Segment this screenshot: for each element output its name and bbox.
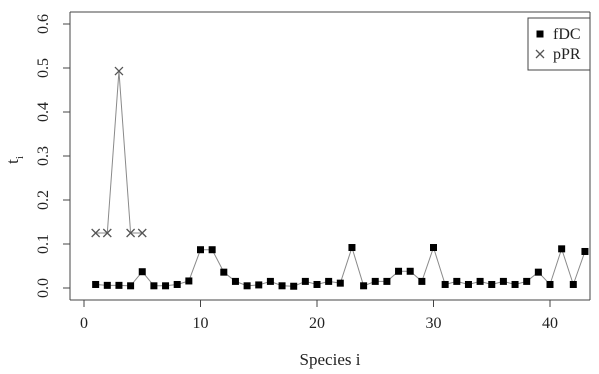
data-point-fdc — [243, 282, 251, 290]
data-point-fdc — [395, 267, 403, 275]
data-point-fdc — [418, 277, 426, 285]
data-point-fdc — [255, 281, 263, 289]
data-point-fdc — [523, 277, 531, 285]
series-ppr — [91, 66, 147, 238]
legend-box — [527, 17, 591, 71]
data-point-fdc — [581, 247, 589, 255]
x-tick-label: 40 — [542, 315, 558, 332]
data-point-ppr — [137, 228, 147, 238]
y-tick-label: 0.2 — [35, 190, 52, 210]
data-point-fdc — [336, 279, 344, 287]
data-point-fdc — [511, 280, 519, 288]
x-axis-ticks: 0 10 20 30 40 — [80, 300, 558, 332]
data-point-fdc — [231, 277, 239, 285]
data-point-fdc — [220, 268, 228, 276]
data-point-fdc — [383, 277, 391, 285]
y-tick-label: 0.3 — [35, 146, 52, 166]
y-tick-label: 0.0 — [35, 278, 52, 298]
data-point-fdc — [546, 280, 554, 288]
data-point-fdc — [127, 282, 135, 290]
data-point-fdc — [290, 282, 298, 290]
y-axis-ticks: 0.0 0.1 0.2 0.3 0.4 0.5 0.6 — [35, 14, 70, 298]
data-point-fdc — [558, 245, 566, 253]
data-point-ppr — [114, 66, 124, 76]
x-axis-label: Species i — [300, 350, 361, 369]
y-axis-label-subscript: i — [14, 156, 26, 159]
data-point-fdc — [488, 280, 496, 288]
x-tick-label: 20 — [309, 315, 325, 332]
x-tick-label: 0 — [80, 315, 88, 332]
data-point-fdc — [150, 282, 158, 290]
data-point-ppr — [91, 228, 101, 238]
data-point-fdc — [371, 277, 379, 285]
data-point-fdc — [453, 277, 461, 285]
data-point-fdc — [278, 282, 286, 290]
axes: 0 10 20 30 40 0.0 0.1 0.2 0.3 0.4 0.5 0.6 — [35, 11, 591, 332]
data-point-fdc — [162, 282, 170, 290]
data-point-fdc — [476, 277, 484, 285]
data-point-fdc — [103, 281, 111, 289]
series — [91, 66, 589, 290]
data-point-fdc — [115, 281, 123, 289]
data-point-fdc — [208, 246, 216, 254]
y-tick-label: 0.1 — [35, 234, 52, 254]
data-point-fdc — [301, 277, 309, 285]
data-point-fdc — [313, 280, 321, 288]
data-point-fdc — [266, 277, 274, 285]
legend: fDC pPR — [527, 17, 591, 71]
data-point-fdc — [499, 277, 507, 285]
data-point-fdc — [430, 244, 437, 252]
legend-marker-fdc — [536, 30, 544, 38]
data-point-fdc — [441, 280, 449, 288]
legend-marker-ppr — [535, 49, 545, 59]
x-tick-label: 10 — [193, 315, 209, 332]
data-point-fdc — [360, 282, 368, 290]
legend-label-ppr: pPR — [553, 46, 581, 63]
data-point-fdc — [534, 268, 542, 276]
y-tick-label: 0.4 — [35, 102, 52, 122]
data-point-fdc — [138, 268, 146, 276]
y-tick-label: 0.6 — [35, 14, 52, 34]
data-point-fdc — [185, 277, 193, 285]
series-fdc — [92, 244, 589, 290]
legend-label-fdc: fDC — [553, 26, 581, 43]
data-point-ppr — [126, 228, 136, 238]
x-tick-label: 30 — [426, 315, 442, 332]
data-point-fdc — [406, 267, 414, 275]
data-point-fdc — [197, 246, 204, 254]
series-line-ppr — [95, 71, 143, 234]
data-point-fdc — [464, 280, 472, 288]
y-tick-label: 0.5 — [35, 58, 52, 78]
data-point-fdc — [569, 280, 577, 288]
data-point-ppr — [102, 228, 112, 238]
data-point-fdc — [92, 280, 100, 288]
y-axis-label: ti — [3, 156, 26, 164]
y-axis-label-main: t — [3, 159, 22, 164]
data-point-fdc — [348, 244, 356, 252]
data-point-fdc — [173, 280, 181, 288]
data-point-fdc — [325, 277, 333, 285]
plot-frame — [70, 11, 591, 300]
